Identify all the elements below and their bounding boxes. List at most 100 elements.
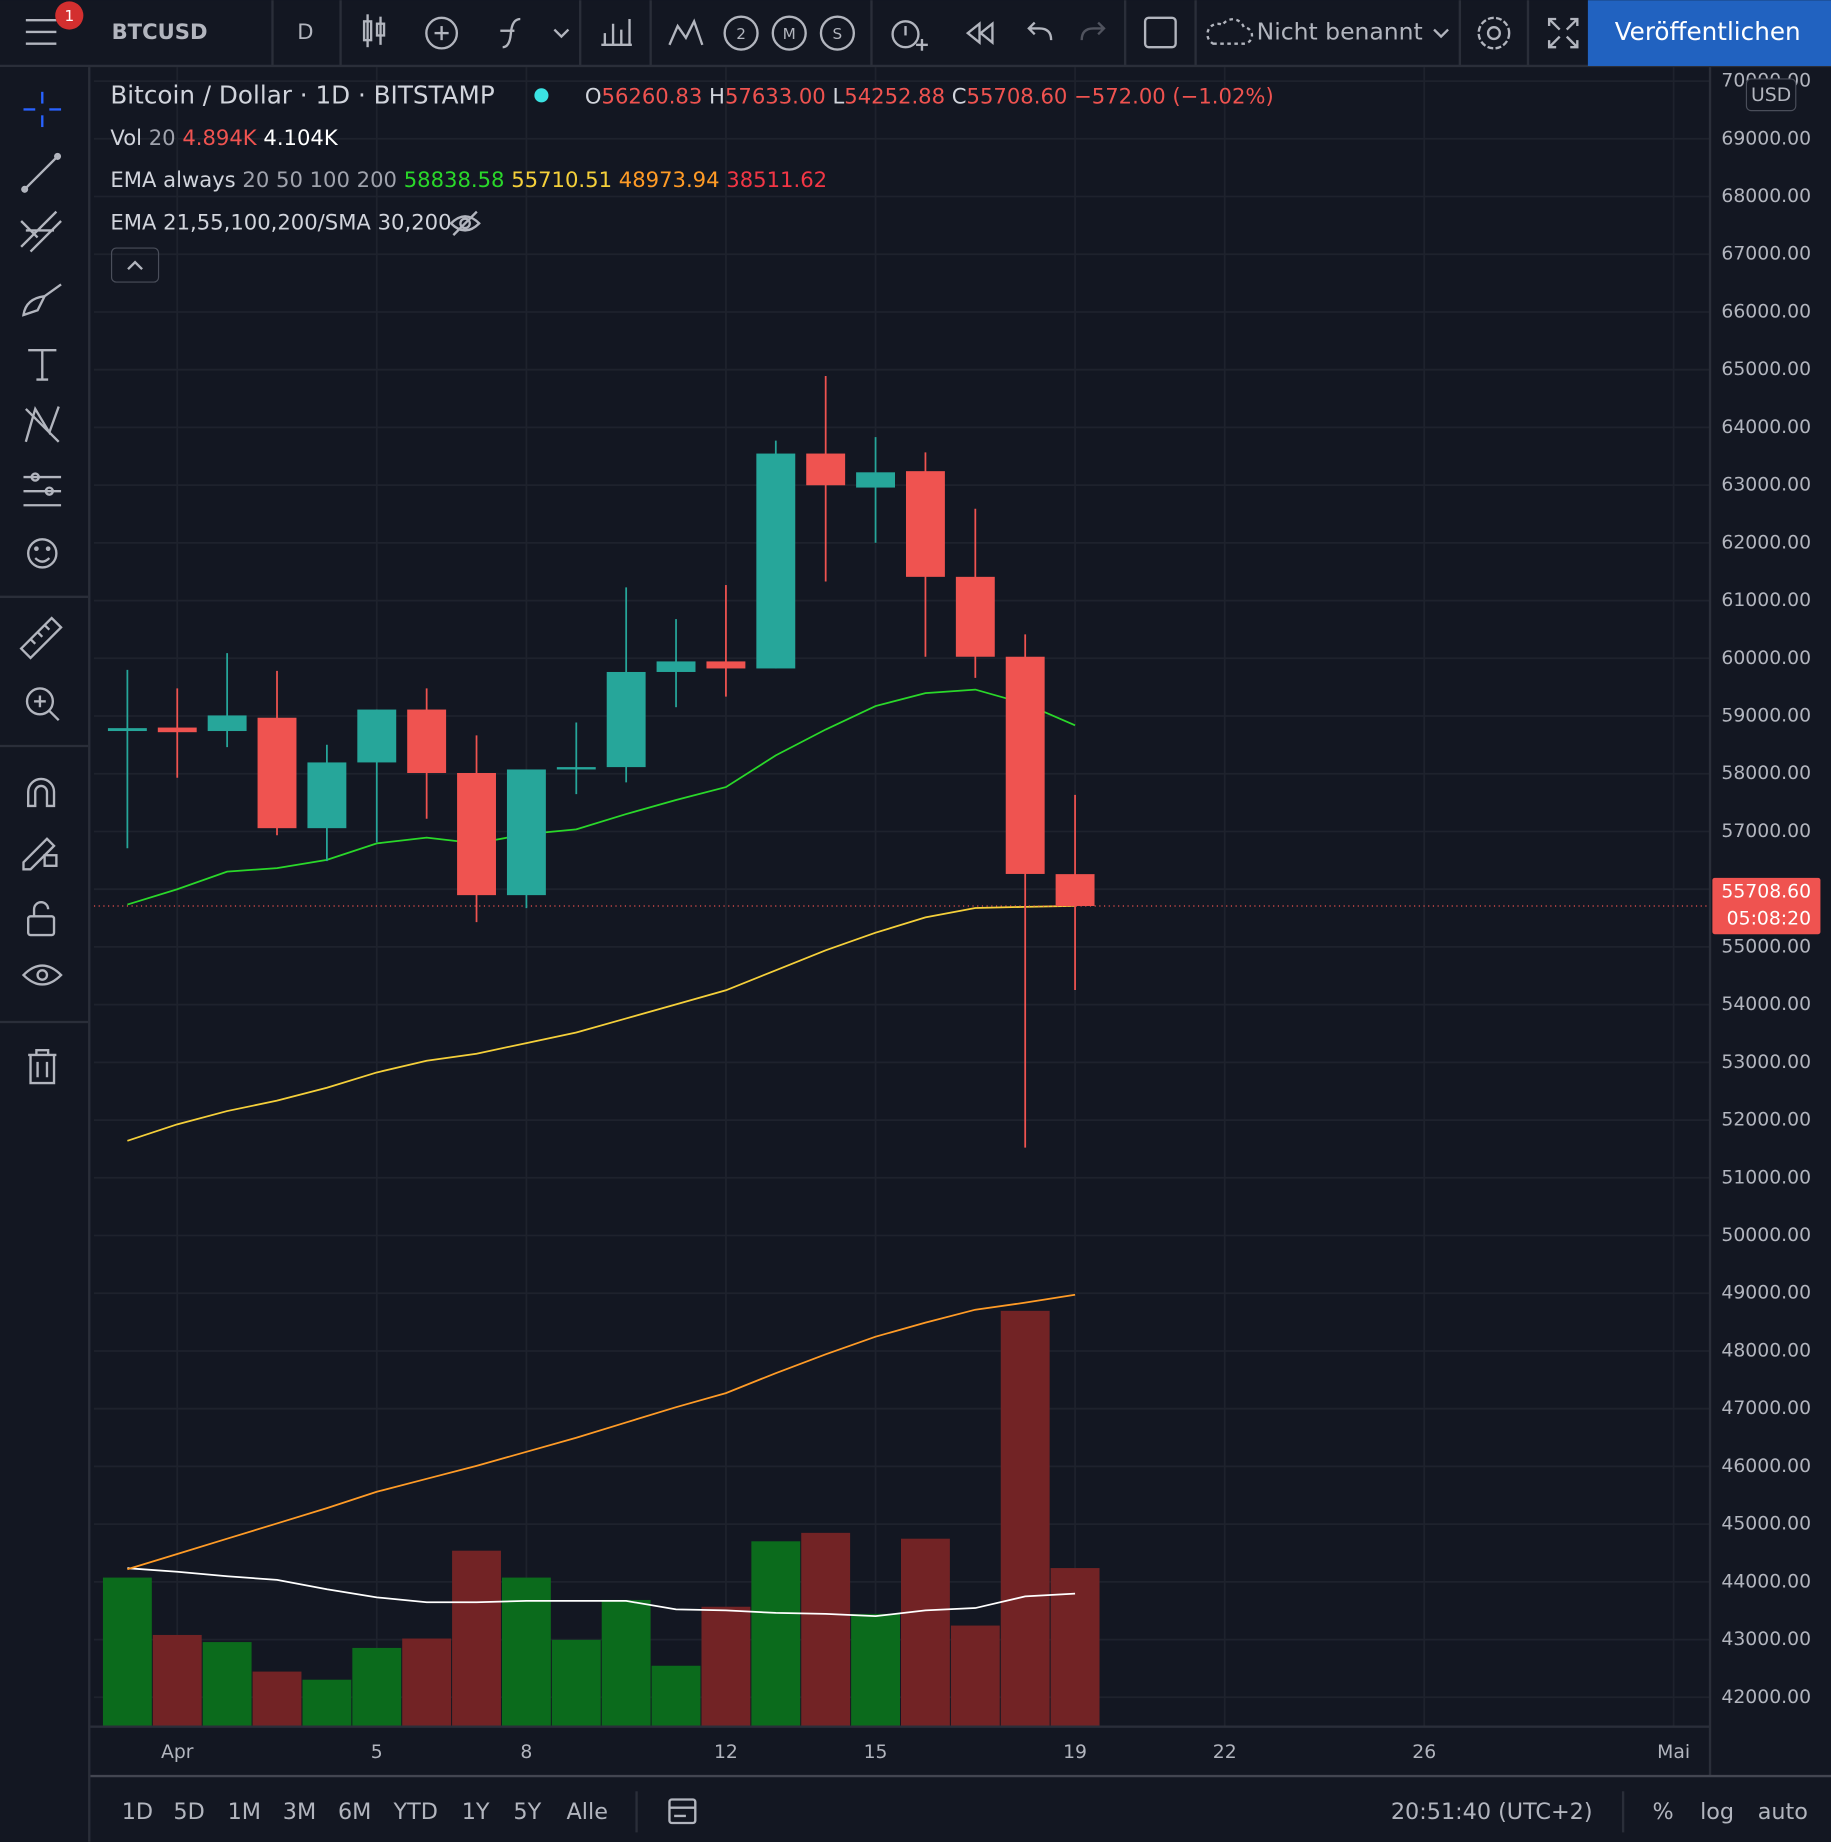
symbol[interactable]: BTCUSD (112, 19, 208, 44)
forecast-tool[interactable] (23, 472, 62, 507)
y-tick-label: 52000.00 (1721, 1110, 1811, 1131)
y-tick-label: 68000.00 (1721, 186, 1811, 207)
range-button[interactable]: YTD (393, 1799, 438, 1825)
study-value: 58838.58 (404, 167, 505, 192)
x-tick-label: 22 (1213, 1742, 1237, 1763)
range-button[interactable]: 3M (283, 1799, 316, 1825)
redo-icon[interactable] (1080, 21, 1106, 41)
compare-icon[interactable] (425, 16, 459, 50)
candle-body (706, 661, 746, 669)
candle-body (257, 717, 297, 829)
x-tick-label: 12 (714, 1742, 738, 1763)
compare-circle[interactable] (819, 15, 856, 51)
candle-body (357, 709, 397, 763)
collapse-button[interactable] (110, 247, 160, 283)
y-tick-label: 59000.00 (1721, 706, 1811, 727)
goto-date-icon[interactable] (668, 1798, 697, 1825)
candle-body (756, 453, 796, 669)
compare-circle[interactable] (723, 15, 759, 51)
ohlc-key: L (832, 84, 844, 109)
hidden-icon[interactable] (449, 210, 481, 236)
currency-box[interactable] (1745, 78, 1797, 112)
y-tick-label: 69000.00 (1721, 128, 1811, 149)
candle-type-icon[interactable] (362, 14, 386, 48)
emoji-tool[interactable] (27, 538, 58, 569)
ohlc-value: 54252.88 (844, 84, 945, 109)
lock-tool[interactable] (27, 901, 56, 937)
fullscreen-icon[interactable] (1547, 17, 1579, 49)
ema-line (127, 1293, 1076, 1571)
study-name: EMA always (110, 167, 235, 192)
candle-body (656, 661, 696, 672)
y-tick-label: 64000.00 (1721, 417, 1811, 438)
replay-icon[interactable] (965, 21, 994, 45)
ruler-tool[interactable] (19, 616, 63, 660)
candle-body (457, 772, 496, 896)
volume-bar (152, 1634, 202, 1727)
layout-dropdown[interactable] (1433, 28, 1449, 39)
publish-button[interactable] (1587, 0, 1831, 66)
publish-label: Veröffentlichen (1615, 17, 1801, 46)
range-button[interactable]: 5Y (513, 1799, 541, 1825)
range-button[interactable]: 1Y (462, 1799, 490, 1825)
volume-bar (1050, 1568, 1100, 1727)
study-value: 38511.62 (726, 167, 827, 192)
interval[interactable]: D (297, 19, 313, 44)
visibility-tool[interactable] (21, 964, 63, 986)
auto-toggle[interactable]: auto (1758, 1799, 1808, 1825)
toolbar-bg (0, 0, 1831, 66)
ema-legend: EMA always 20 50 100 200 58838.58 55710.… (110, 167, 827, 192)
volume-bar (1000, 1310, 1050, 1727)
zoom-tool[interactable] (25, 687, 60, 721)
y-tick-label: 63000.00 (1721, 475, 1811, 496)
magnet-tool[interactable] (27, 777, 56, 808)
undo-icon[interactable] (1027, 21, 1053, 41)
countdown: 05:08:20 (1727, 908, 1811, 929)
y-tick-label: 51000.00 (1721, 1167, 1811, 1188)
range-button[interactable]: Alle (567, 1799, 608, 1825)
y-tick-label: 58000.00 (1721, 763, 1811, 784)
percent-toggle[interactable]: % (1652, 1799, 1673, 1825)
last-price: 55708.60 (1721, 881, 1811, 902)
text-tool[interactable] (28, 349, 57, 381)
log-toggle[interactable]: log (1700, 1799, 1734, 1825)
compare-chart-icon[interactable] (668, 18, 704, 46)
settings-icon[interactable] (1477, 16, 1511, 50)
fullscreen-toggle[interactable] (1143, 16, 1177, 49)
x-tick-label: 26 (1412, 1742, 1436, 1763)
fib-tool[interactable] (20, 210, 62, 253)
crosshair-tool[interactable] (23, 91, 62, 128)
range-button[interactable]: 1M (228, 1799, 261, 1825)
left-toolbar (0, 67, 91, 1842)
ohlc-key: C (952, 84, 967, 109)
indicators-icon[interactable] (500, 17, 570, 49)
range-button[interactable]: 6M (338, 1799, 371, 1825)
ohlc-key: O (585, 84, 602, 109)
compare-buttons: 2 M S (723, 15, 856, 51)
range-button[interactable]: 1D (122, 1799, 153, 1825)
y-tick-label: 47000.00 (1721, 1398, 1811, 1419)
compare-circle[interactable] (771, 15, 807, 51)
x-tick-label: 5 (371, 1742, 383, 1763)
layout-name[interactable]: Nicht benannt (1257, 18, 1423, 46)
range-button[interactable]: 5D (173, 1799, 204, 1825)
menu-icon[interactable] (25, 19, 57, 45)
volume-bar (900, 1538, 950, 1727)
volume-bar (801, 1532, 851, 1727)
candle-body (556, 767, 596, 770)
alert-icon[interactable] (891, 20, 928, 51)
cloud-icon (1206, 18, 1254, 45)
delete-tool[interactable] (28, 1049, 57, 1085)
template-icon[interactable] (601, 19, 632, 47)
brush-tool[interactable] (22, 283, 62, 317)
y-tick-label: 50000.00 (1721, 1225, 1811, 1246)
volume-bar (950, 1625, 1000, 1727)
ohlc-value: 56260.83 (602, 84, 703, 109)
volume-bar (402, 1638, 452, 1727)
draw-mode-tool[interactable] (22, 837, 58, 871)
x-tick-label: Apr (161, 1742, 194, 1763)
trendline-tool[interactable] (21, 152, 62, 193)
pattern-tool[interactable] (24, 406, 60, 443)
